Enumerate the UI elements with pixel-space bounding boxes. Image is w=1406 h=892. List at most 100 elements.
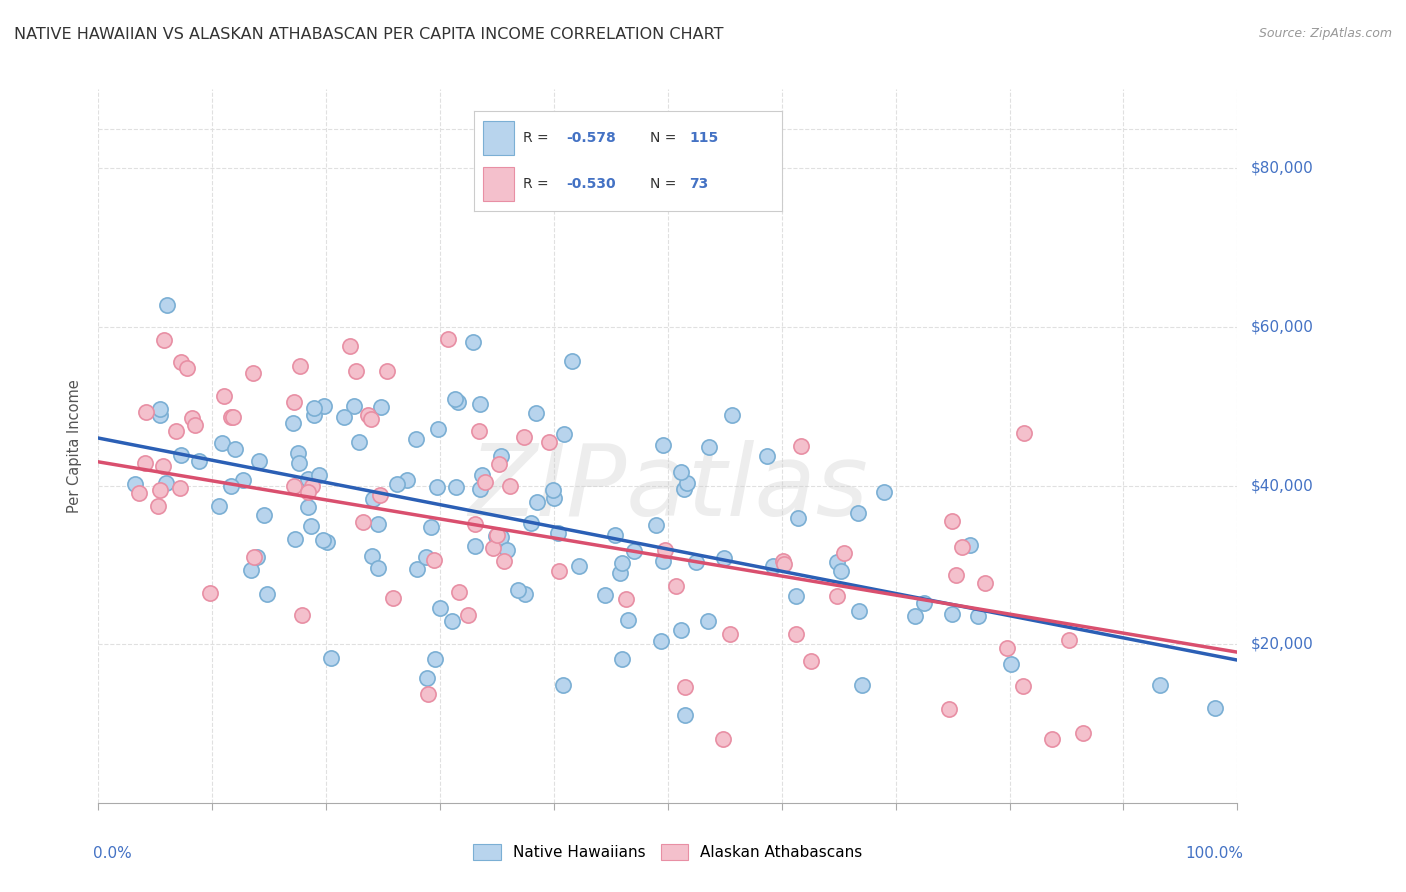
Native Hawaiians xyxy=(785,589,807,603)
Native Hawaiians xyxy=(249,454,271,468)
Native Hawaiians xyxy=(468,397,491,411)
Native Hawaiians xyxy=(685,555,707,569)
Alaskan Athabascans xyxy=(832,545,855,559)
Native Hawaiians xyxy=(568,558,591,573)
Native Hawaiians xyxy=(253,508,276,522)
Text: $20,000: $20,000 xyxy=(1251,637,1315,652)
Native Hawaiians xyxy=(873,484,896,499)
Alaskan Athabascans xyxy=(301,479,323,493)
Native Hawaiians xyxy=(124,477,146,491)
Native Hawaiians xyxy=(470,482,492,496)
Alaskan Athabascans xyxy=(291,607,314,622)
Alaskan Athabascans xyxy=(381,591,404,606)
Native Hawaiians xyxy=(232,473,254,487)
Alaskan Athabascans xyxy=(170,355,193,369)
Native Hawaiians xyxy=(676,475,699,490)
Native Hawaiians xyxy=(696,615,718,629)
Alaskan Athabascans xyxy=(938,702,960,716)
Alaskan Athabascans xyxy=(339,339,361,353)
Native Hawaiians xyxy=(155,475,177,490)
Native Hawaiians xyxy=(610,556,633,570)
Native Hawaiians xyxy=(441,614,464,628)
Native Hawaiians xyxy=(297,500,319,514)
Alaskan Athabascans xyxy=(344,363,367,377)
Native Hawaiians xyxy=(284,532,307,546)
Alaskan Athabascans xyxy=(352,516,374,530)
Native Hawaiians xyxy=(485,529,508,543)
Native Hawaiians xyxy=(846,506,869,520)
Native Hawaiians xyxy=(188,454,211,468)
Native Hawaiians xyxy=(170,448,193,462)
Alaskan Athabascans xyxy=(995,640,1018,655)
Native Hawaiians xyxy=(561,354,583,368)
Native Hawaiians xyxy=(427,422,450,436)
Native Hawaiians xyxy=(848,604,870,618)
Alaskan Athabascans xyxy=(488,457,510,471)
Alaskan Athabascans xyxy=(614,591,637,606)
Native Hawaiians xyxy=(208,500,231,514)
Alaskan Athabascans xyxy=(825,589,848,603)
Alaskan Athabascans xyxy=(772,554,794,568)
Alaskan Athabascans xyxy=(416,688,439,702)
Native Hawaiians xyxy=(966,608,988,623)
Native Hawaiians xyxy=(367,516,389,531)
Alaskan Athabascans xyxy=(711,732,734,747)
Native Hawaiians xyxy=(553,426,575,441)
Native Hawaiians xyxy=(645,517,668,532)
Native Hawaiians xyxy=(603,527,626,541)
Native Hawaiians xyxy=(444,392,467,406)
Native Hawaiians xyxy=(551,678,574,692)
Native Hawaiians xyxy=(299,519,322,533)
Native Hawaiians xyxy=(315,534,337,549)
Native Hawaiians xyxy=(524,406,547,420)
Native Hawaiians xyxy=(671,465,693,479)
Native Hawaiians xyxy=(423,651,446,665)
Alaskan Athabascans xyxy=(950,540,973,554)
Alaskan Athabascans xyxy=(368,488,391,502)
Native Hawaiians xyxy=(593,588,616,602)
Native Hawaiians xyxy=(673,482,696,496)
Native Hawaiians xyxy=(519,516,541,530)
Alaskan Athabascans xyxy=(146,499,169,513)
Native Hawaiians xyxy=(367,561,389,575)
Alaskan Athabascans xyxy=(1012,426,1035,441)
Text: NATIVE HAWAIIAN VS ALASKAN ATHABASCAN PER CAPITA INCOME CORRELATION CHART: NATIVE HAWAIIAN VS ALASKAN ATHABASCAN PE… xyxy=(14,27,724,42)
Native Hawaiians xyxy=(830,564,852,578)
Alaskan Athabascans xyxy=(176,360,198,375)
Alaskan Athabascans xyxy=(945,568,967,582)
Alaskan Athabascans xyxy=(360,412,382,426)
Alaskan Athabascans xyxy=(242,366,264,380)
Native Hawaiians xyxy=(543,491,565,505)
Alaskan Athabascans xyxy=(474,475,496,490)
Native Hawaiians xyxy=(156,298,179,312)
Native Hawaiians xyxy=(405,562,427,576)
Native Hawaiians xyxy=(246,549,269,564)
Alaskan Athabascans xyxy=(128,486,150,500)
Native Hawaiians xyxy=(343,399,366,413)
Native Hawaiians xyxy=(489,532,512,546)
Native Hawaiians xyxy=(697,440,720,454)
Alaskan Athabascans xyxy=(153,333,176,347)
Native Hawaiians xyxy=(302,408,325,422)
Native Hawaiians xyxy=(361,491,384,506)
Native Hawaiians xyxy=(464,539,486,553)
Alaskan Athabascans xyxy=(184,417,207,432)
Native Hawaiians xyxy=(610,652,633,666)
Alaskan Athabascans xyxy=(375,364,398,378)
Native Hawaiians xyxy=(623,544,645,558)
Alaskan Athabascans xyxy=(180,411,202,425)
Native Hawaiians xyxy=(361,549,384,563)
Alaskan Athabascans xyxy=(1071,725,1094,739)
Native Hawaiians xyxy=(669,623,692,637)
Native Hawaiians xyxy=(149,401,172,416)
Alaskan Athabascans xyxy=(436,332,458,346)
Native Hawaiians xyxy=(761,559,783,574)
Native Hawaiians xyxy=(1204,701,1226,715)
Alaskan Athabascans xyxy=(457,607,479,622)
Alaskan Athabascans xyxy=(243,550,266,565)
Alaskan Athabascans xyxy=(789,439,811,453)
Alaskan Athabascans xyxy=(212,389,235,403)
Native Hawaiians xyxy=(491,530,513,544)
Text: ZIPatlas: ZIPatlas xyxy=(468,441,868,537)
Native Hawaiians xyxy=(650,634,672,648)
